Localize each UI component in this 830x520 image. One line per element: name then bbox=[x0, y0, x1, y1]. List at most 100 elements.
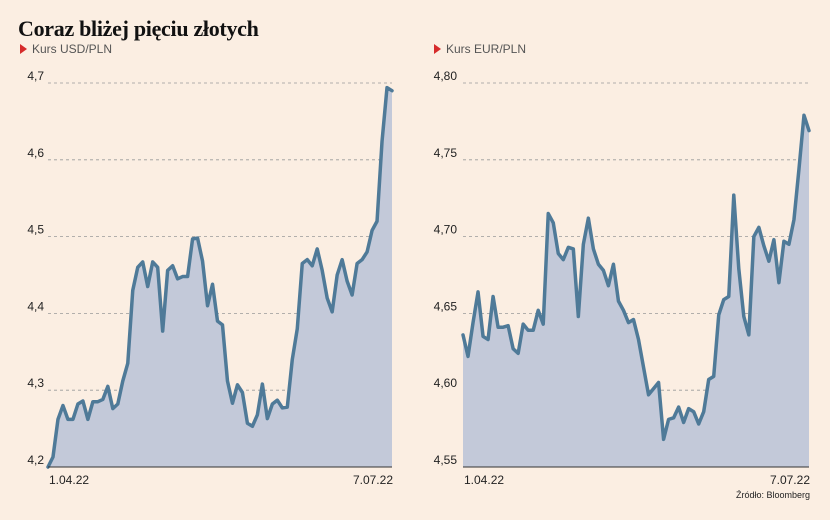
data-point bbox=[386, 86, 388, 88]
data-point bbox=[788, 243, 790, 245]
data-point bbox=[107, 385, 109, 387]
data-point bbox=[798, 168, 800, 170]
data-point bbox=[67, 418, 69, 420]
data-point bbox=[597, 263, 599, 265]
data-point bbox=[231, 402, 233, 404]
data-point bbox=[266, 417, 268, 419]
data-point bbox=[783, 240, 785, 242]
data-point bbox=[301, 262, 303, 264]
data-point bbox=[728, 295, 730, 297]
data-point bbox=[82, 400, 84, 402]
y-tick-label: 4,4 bbox=[27, 299, 44, 313]
data-point bbox=[176, 278, 178, 280]
data-point bbox=[592, 248, 594, 250]
data-point bbox=[572, 248, 574, 250]
data-point bbox=[532, 329, 534, 331]
data-point bbox=[166, 269, 168, 271]
data-point bbox=[286, 406, 288, 408]
data-point bbox=[587, 217, 589, 219]
data-point bbox=[311, 265, 313, 267]
data-point bbox=[161, 330, 163, 332]
data-point bbox=[361, 258, 363, 260]
y-tick-label: 4,7 bbox=[27, 69, 44, 83]
series-area bbox=[463, 115, 809, 467]
source-note: Źródło: Bloomberg bbox=[735, 490, 810, 500]
data-point bbox=[753, 235, 755, 237]
data-point bbox=[472, 321, 474, 323]
y-tick-label: 4,75 bbox=[434, 146, 458, 160]
x-tick-label: 1.04.22 bbox=[464, 473, 504, 487]
data-point bbox=[77, 403, 79, 405]
data-point bbox=[743, 315, 745, 317]
data-point bbox=[462, 334, 464, 336]
data-point bbox=[356, 262, 358, 264]
x-tick-label: 7.07.22 bbox=[770, 473, 810, 487]
data-point bbox=[582, 243, 584, 245]
data-point bbox=[72, 418, 74, 420]
data-point bbox=[256, 414, 258, 416]
chart-usd-pln: 4,2 4,3 4,4 4,5 4,6 4,7 1.04.22 7.07.22 bbox=[27, 69, 394, 487]
data-point bbox=[366, 251, 368, 253]
data-point bbox=[291, 358, 293, 360]
data-point bbox=[542, 323, 544, 325]
data-point bbox=[687, 407, 689, 409]
data-point bbox=[147, 285, 149, 287]
data-point bbox=[201, 260, 203, 262]
data-point bbox=[316, 248, 318, 250]
data-point bbox=[602, 269, 604, 271]
data-point bbox=[637, 338, 639, 340]
data-point bbox=[662, 438, 664, 440]
data-point bbox=[507, 324, 509, 326]
data-point bbox=[492, 295, 494, 297]
data-point bbox=[326, 297, 328, 299]
data-point bbox=[467, 355, 469, 357]
data-point bbox=[562, 258, 564, 260]
chart-subtitle-usd-label: Kurs USD/PLN bbox=[32, 42, 113, 56]
data-point bbox=[477, 291, 479, 293]
data-point bbox=[381, 140, 383, 142]
series-line bbox=[461, 113, 811, 442]
data-point bbox=[296, 328, 298, 330]
data-point bbox=[171, 265, 173, 267]
data-point bbox=[276, 399, 278, 401]
data-point bbox=[497, 326, 499, 328]
series-area bbox=[48, 87, 392, 468]
data-point bbox=[142, 261, 144, 263]
chart-subtitle-usd: Kurs USD/PLN bbox=[20, 42, 112, 56]
data-point bbox=[102, 398, 104, 400]
triangle-marker-icon bbox=[20, 44, 27, 54]
data-point bbox=[622, 309, 624, 311]
data-point bbox=[527, 329, 529, 331]
data-point bbox=[677, 406, 679, 408]
data-point bbox=[156, 266, 158, 268]
data-point bbox=[567, 246, 569, 248]
data-point bbox=[246, 422, 248, 424]
data-point bbox=[206, 305, 208, 307]
data-point bbox=[87, 418, 89, 420]
data-point bbox=[642, 366, 644, 368]
data-point bbox=[808, 129, 810, 131]
y-tick-label: 4,3 bbox=[27, 376, 44, 390]
data-point bbox=[241, 391, 243, 393]
data-point bbox=[617, 300, 619, 302]
y-tick-label: 4,6 bbox=[27, 146, 44, 160]
chart-subtitle-eur: Kurs EUR/PLN bbox=[434, 42, 526, 56]
data-point bbox=[803, 114, 805, 116]
data-point bbox=[117, 403, 119, 405]
data-point bbox=[321, 269, 323, 271]
chart-eur-pln: 4,55 4,60 4,65 4,70 4,75 4,80 1.04.22 7.07.22 bbox=[434, 69, 811, 487]
data-point bbox=[748, 334, 750, 336]
data-point bbox=[97, 401, 99, 403]
y-tick-label: 4,70 bbox=[434, 223, 458, 237]
x-tick-label: 7.07.22 bbox=[353, 473, 393, 487]
data-point bbox=[758, 226, 760, 228]
data-point bbox=[793, 219, 795, 221]
data-point bbox=[221, 324, 223, 326]
data-point bbox=[216, 320, 218, 322]
triangle-marker-icon bbox=[434, 44, 441, 54]
data-point bbox=[768, 260, 770, 262]
data-point bbox=[306, 258, 308, 260]
data-point bbox=[236, 384, 238, 386]
data-point bbox=[226, 380, 228, 382]
